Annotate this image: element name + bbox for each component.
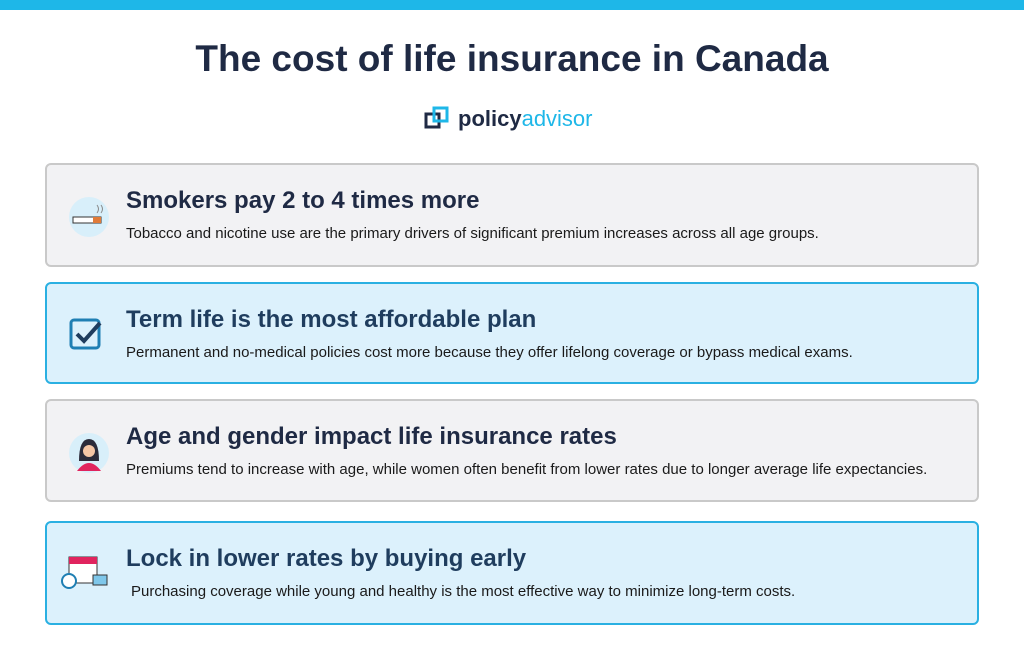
card: Term life is the most affordable plan Pe… [45, 282, 979, 384]
icon-cigarette [69, 197, 109, 237]
card-text: Permanent and no-medical policies cost m… [126, 344, 853, 361]
title: The cost of life insurance in Canada [195, 38, 829, 79]
brand-advisor: advisor [521, 106, 593, 131]
card-text: Premiums tend to increase with age, whil… [126, 461, 928, 478]
card-text: Tobacco and nicotine use are the primary… [126, 225, 819, 242]
card: Smokers pay 2 to 4 times more Tobacco an… [45, 163, 979, 267]
brand-policy: policy [458, 106, 522, 131]
icon-woman [69, 433, 109, 473]
top-bar [0, 0, 1024, 10]
card-heading: Age and gender impact life insurance rat… [126, 423, 617, 450]
card: Age and gender impact life insurance rat… [45, 399, 979, 502]
card-heading: Lock in lower rates by buying early [126, 545, 527, 572]
card: Lock in lower rates by buying early Purc… [45, 521, 979, 625]
card-text: Purchasing coverage while young and heal… [131, 583, 796, 600]
card-heading: Term life is the most affordable plan [126, 306, 537, 333]
card-heading: Smokers pay 2 to 4 times more [126, 187, 480, 214]
icon-calendar [61, 556, 108, 589]
brand-logo [424, 106, 449, 129]
icon-checkbox [69, 318, 102, 350]
brand: policyadvisor [424, 106, 593, 132]
